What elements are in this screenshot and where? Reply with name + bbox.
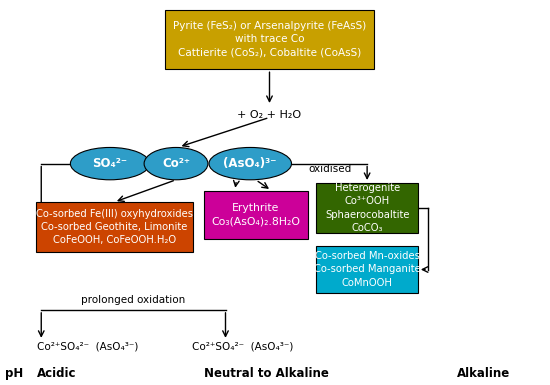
Ellipse shape	[144, 147, 208, 180]
FancyBboxPatch shape	[165, 10, 374, 69]
Text: oxidised: oxidised	[308, 164, 351, 174]
Text: Co-sorbed Fe(III) oxyhydroxides
Co-sorbed Geothite, Limonite
CoFeOOH, CoFeOOH.H₂: Co-sorbed Fe(III) oxyhydroxides Co-sorbe…	[36, 209, 192, 245]
Text: pH: pH	[6, 367, 24, 380]
Text: Pyrite (FeS₂) or Arsenalpyrite (FeAsS)
with trace Co
Cattierite (CoS₂), Cobaltit: Pyrite (FeS₂) or Arsenalpyrite (FeAsS) w…	[173, 21, 366, 58]
Text: SO₄²⁻: SO₄²⁻	[92, 157, 128, 170]
Text: Alkaline: Alkaline	[456, 367, 510, 380]
Text: Erythrite
Co₃(AsO₄)₂.8H₂O: Erythrite Co₃(AsO₄)₂.8H₂O	[211, 203, 300, 226]
Text: (AsO₄)³⁻: (AsO₄)³⁻	[223, 157, 277, 170]
Ellipse shape	[70, 147, 150, 180]
FancyBboxPatch shape	[204, 191, 308, 239]
Ellipse shape	[209, 147, 292, 180]
Text: prolonged oxidation: prolonged oxidation	[81, 295, 185, 305]
Text: Acidic: Acidic	[37, 367, 77, 380]
Text: Heterogenite
Co³⁺OOH
Sphaerocobaltite
CoCO₃: Heterogenite Co³⁺OOH Sphaerocobaltite Co…	[325, 183, 409, 233]
Text: Neutral to Alkaline: Neutral to Alkaline	[204, 367, 328, 380]
Text: Co²⁺: Co²⁺	[162, 157, 190, 170]
FancyBboxPatch shape	[316, 246, 418, 293]
Text: Co-sorbed Mn-oxides
Co-sorbed Manganite
CoMnOOH: Co-sorbed Mn-oxides Co-sorbed Manganite …	[314, 251, 421, 288]
FancyBboxPatch shape	[36, 202, 192, 252]
FancyBboxPatch shape	[316, 183, 418, 233]
Text: Co²⁺SO₄²⁻  (AsO₄³⁻): Co²⁺SO₄²⁻ (AsO₄³⁻)	[192, 341, 294, 352]
Text: Co²⁺SO₄²⁻  (AsO₄³⁻): Co²⁺SO₄²⁻ (AsO₄³⁻)	[37, 341, 139, 352]
Text: + O₂ + H₂O: + O₂ + H₂O	[238, 110, 301, 120]
